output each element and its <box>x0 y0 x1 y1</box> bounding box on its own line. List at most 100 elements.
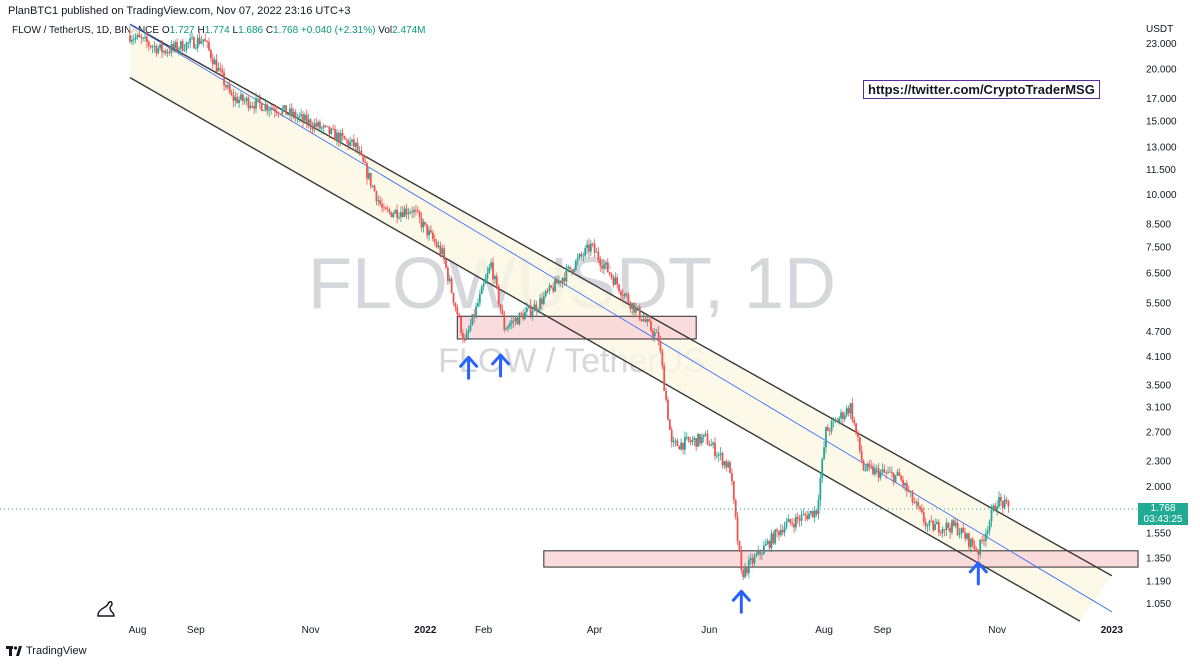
candle-body <box>394 209 397 214</box>
candle-body <box>962 527 965 533</box>
candle-body <box>638 306 641 320</box>
price-tick-label: 1.050 <box>1146 599 1171 610</box>
candle-body <box>435 242 438 247</box>
candle-body <box>232 95 235 101</box>
candle-body <box>270 108 272 110</box>
candle-body <box>774 529 777 544</box>
candle-body <box>146 36 148 43</box>
candle-body <box>324 125 327 127</box>
candle-body <box>208 41 210 51</box>
candle-body <box>958 533 961 535</box>
candle-body <box>266 104 269 111</box>
price-tick-label: 4.100 <box>1146 352 1171 363</box>
candle-body <box>708 444 711 446</box>
price-tick-label: 1.350 <box>1146 553 1171 564</box>
twitter-link[interactable]: https://twitter.com/CryptoTraderMSG <box>863 80 1100 99</box>
price-tick-label: 3.100 <box>1146 403 1171 414</box>
candle-body <box>467 330 470 333</box>
candle-body <box>311 127 314 130</box>
candle-body <box>860 451 863 461</box>
candle-body <box>663 366 666 391</box>
open-value: 1.727 <box>169 25 195 36</box>
candle-body <box>529 305 532 316</box>
channel-upper-line <box>129 23 1113 577</box>
candle-body <box>610 274 613 278</box>
time-axis: Aug Sep Nov 2022 Feb Apr Jun Aug Sep Nov 2023 <box>129 625 1124 636</box>
candle-body <box>446 267 449 281</box>
candle-body <box>225 85 227 88</box>
candle-body <box>691 440 694 443</box>
candle-body <box>153 45 156 47</box>
candle-body <box>539 298 541 310</box>
candle-body <box>189 38 192 43</box>
candle-body <box>591 243 594 245</box>
candle-body <box>574 260 577 270</box>
candle-body <box>255 98 257 109</box>
candle-body <box>873 468 876 475</box>
candle-body <box>905 483 908 491</box>
candle-body <box>392 213 395 218</box>
candle-body <box>364 161 367 164</box>
candle-body <box>503 314 506 330</box>
candle-body <box>198 37 201 44</box>
candle-body <box>943 529 946 531</box>
candle-body <box>913 501 916 504</box>
candle-body <box>219 68 222 70</box>
price-axis: 23.000 20.000 17.000 15.000 13.000 11.500 10.0… <box>1146 39 1177 610</box>
candle-body <box>648 319 651 322</box>
candle-body <box>665 390 667 400</box>
price-tick-label: 10.000 <box>1146 190 1177 201</box>
change-value: +0.040 (+2.31%) <box>300 25 376 36</box>
candle-body <box>471 314 474 326</box>
candle-body <box>288 108 291 115</box>
channel-lower-line <box>129 77 1081 622</box>
candle-body <box>800 514 803 521</box>
candle-body <box>144 36 146 38</box>
candle-body <box>134 37 137 40</box>
candle-body <box>480 286 483 295</box>
candle-body <box>554 279 557 292</box>
candle-body <box>808 513 810 520</box>
candle-body <box>437 245 440 247</box>
candle-body <box>966 533 968 539</box>
candle-body <box>729 462 731 474</box>
candle-body <box>894 475 897 483</box>
up-arrow-head <box>731 589 751 602</box>
candle-body <box>787 518 790 523</box>
time-tick-label: Jun <box>701 625 717 636</box>
candle-body <box>945 522 948 531</box>
candle-body <box>571 269 573 273</box>
candle-body <box>512 320 515 322</box>
candle-body <box>586 244 588 249</box>
candle-body <box>766 541 769 544</box>
candle-body <box>998 496 1000 507</box>
candle-body <box>369 173 372 186</box>
candle-body <box>249 106 252 108</box>
time-tick-label: Aug <box>129 625 147 636</box>
candle-body <box>337 132 340 143</box>
up-arrow-head <box>968 561 988 574</box>
candle-body <box>858 437 861 452</box>
candle-body <box>140 37 143 39</box>
candle-body <box>514 317 517 322</box>
candle-body <box>875 468 878 470</box>
candle-body <box>204 39 207 42</box>
candle-body <box>520 312 523 314</box>
candle-body <box>864 470 867 471</box>
candle-body <box>383 207 385 209</box>
candle-body <box>776 529 778 532</box>
candle-body <box>855 423 857 433</box>
candle-body <box>187 42 190 44</box>
candle-body <box>862 460 865 471</box>
candle-body <box>890 471 893 473</box>
candle-body <box>202 39 205 42</box>
candle-body <box>877 468 880 478</box>
candle-body <box>721 453 724 466</box>
candle-body <box>992 505 995 510</box>
support-zone-1 <box>456 315 697 340</box>
symbol-legend: FLOW / TetherUS, 1D, BINANCE O1.727 H1.7… <box>12 25 425 36</box>
drawing-tool-icon[interactable] <box>97 601 115 617</box>
candle-body <box>996 506 999 511</box>
candle-body <box>452 292 455 303</box>
